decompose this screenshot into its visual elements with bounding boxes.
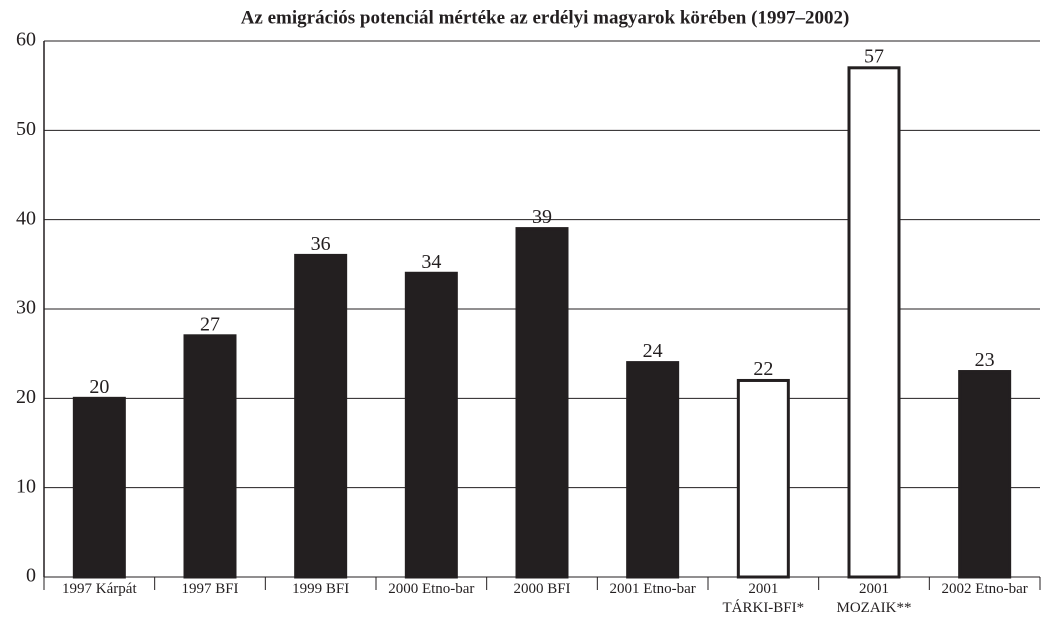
data-label: 34 [421,251,441,273]
bar [404,271,458,579]
y-tick-label: 20 [16,386,36,408]
x-tick-label: 2002 Etno-bar [941,581,1028,597]
bar [515,227,569,579]
x-tick-label: 2001 Etno-bar [609,581,696,597]
y-tick-label: 60 [16,29,36,51]
bar [183,334,237,579]
y-tick-label: 0 [26,565,36,587]
bar [626,361,680,579]
data-label: 57 [864,45,884,67]
y-tick-label: 40 [16,207,36,229]
data-label: 20 [89,376,109,398]
x-tick-label: 2001 MOZAIK** [836,581,912,616]
bar [72,396,126,579]
x-tick-label: 2000 BFI [513,581,571,597]
x-tick-label: 2001 TÁRKI-BFI* [722,581,805,616]
bar [736,378,790,579]
chart-title: Az emigrációs potenciál mértéke az erdél… [241,7,850,28]
x-tick-label: 1999 BFI [292,581,350,597]
bar [294,253,348,579]
x-tick-label: 1997 BFI [181,581,239,597]
data-label: 39 [532,206,552,228]
data-label: 22 [753,358,773,380]
data-label: 24 [643,340,663,362]
data-label: 23 [975,349,995,371]
y-tick-label: 30 [16,297,36,319]
x-tick-label: 2000 Etno-bar [388,581,475,597]
x-tick-label: 1997 Kárpát [62,581,137,597]
data-label: 27 [200,313,220,335]
y-tick-label: 50 [16,118,36,140]
bar [847,66,901,579]
bar [958,370,1012,579]
y-tick-label: 10 [16,475,36,497]
data-label: 36 [311,233,331,255]
